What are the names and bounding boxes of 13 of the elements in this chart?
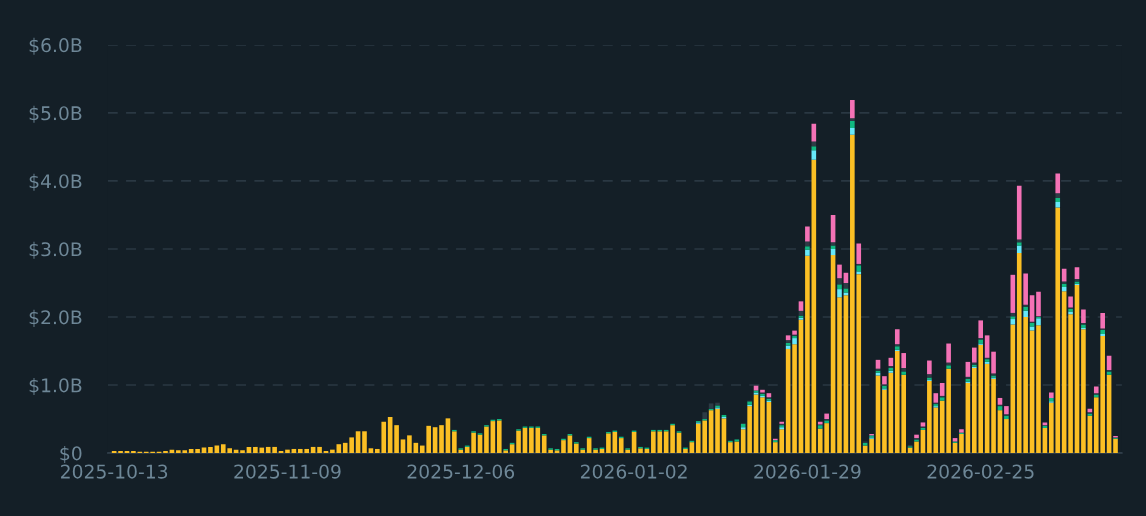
y-tick-label: $6.0B (29, 37, 82, 55)
y-tick-label: $3.0B (29, 241, 82, 259)
y-tick-label: $4.0B (29, 173, 82, 191)
y-tick-label: $2.0B (29, 309, 82, 327)
x-tick-label: 2025-11-09 (234, 464, 341, 479)
x-tick-label: 2026-01-29 (754, 464, 861, 479)
y-tick-label: $1.0B (29, 377, 82, 395)
y-tick-label: $5.0B (29, 105, 82, 123)
x-tick-label: 2025-10-13 (61, 464, 168, 479)
x-tick-label: 2026-01-02 (580, 464, 687, 479)
x-tick-label: 2025-12-06 (407, 464, 515, 479)
x-tick-label: 2026-02-25 (927, 464, 1034, 479)
y-tick-label: $0 (60, 445, 82, 463)
